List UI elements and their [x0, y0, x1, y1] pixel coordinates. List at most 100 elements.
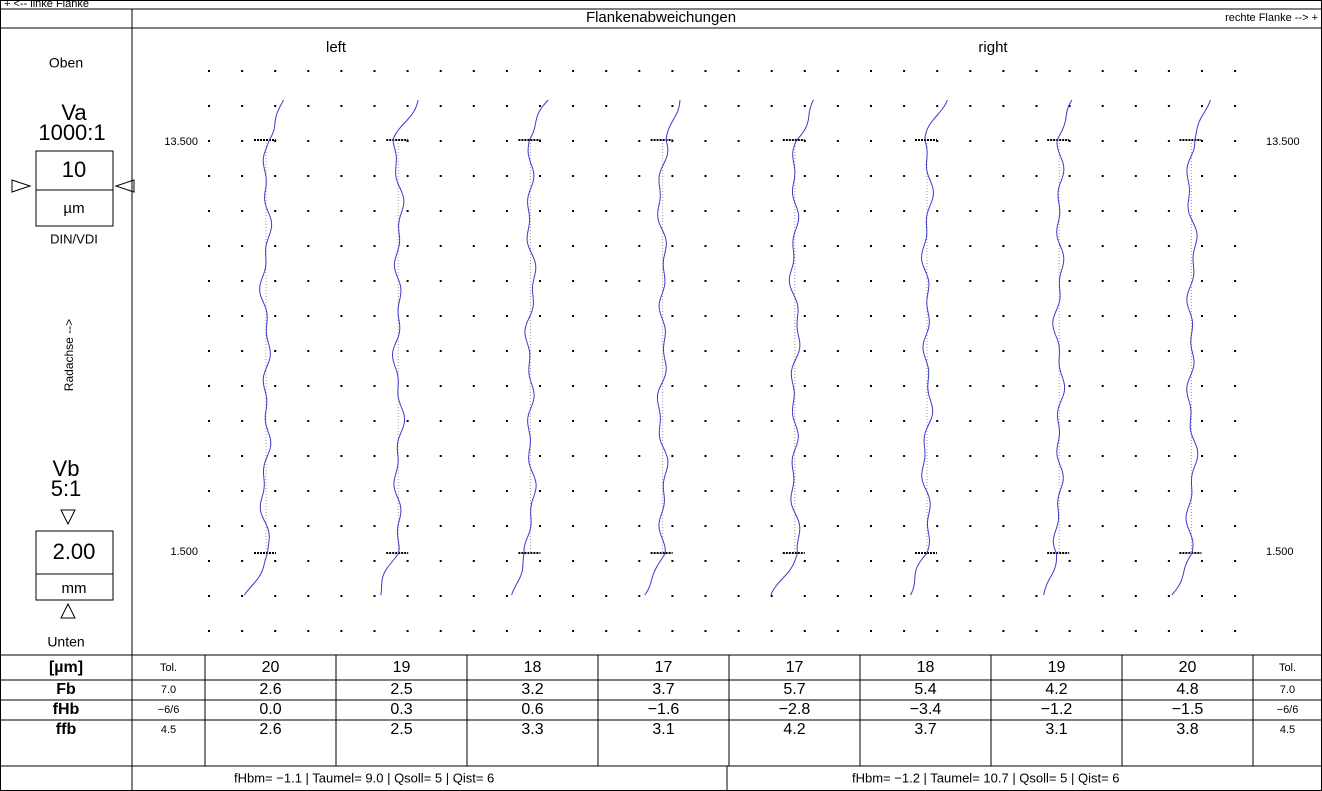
grid-dot [373, 455, 376, 457]
grid-dot [671, 105, 674, 107]
grid-dot [208, 245, 210, 247]
grid-dot [1002, 595, 1005, 597]
grid-dot [870, 280, 872, 282]
cell: −1.2 [1041, 701, 1073, 718]
grid-dot [969, 420, 972, 422]
va-ratio: 1000:1 [38, 120, 105, 145]
arrow [114, 179, 135, 193]
grid-dot [903, 455, 906, 457]
grid-dot [870, 420, 872, 422]
grid-dot [638, 560, 641, 562]
grid-dot [936, 175, 939, 177]
va-value: 10 [62, 157, 86, 182]
grid-dot [605, 350, 608, 352]
grid-dot [373, 350, 376, 352]
grid-dot [439, 140, 442, 142]
grid-dot [472, 490, 475, 492]
grid-dot [1035, 630, 1038, 632]
grid-dot [770, 420, 773, 422]
vb-ratio: 5:1 [51, 476, 82, 501]
grid-dot [1234, 140, 1237, 142]
grid-dot [439, 385, 442, 387]
flank-trace [243, 99, 285, 596]
grid-dot [1134, 245, 1137, 247]
grid-dot [1035, 315, 1038, 317]
grid-dot [1002, 70, 1005, 72]
grid-dot [539, 210, 541, 212]
grid-dot [406, 420, 409, 422]
cell: 3.3 [521, 721, 543, 738]
grid-dot [406, 595, 409, 597]
grid-dot [1035, 280, 1038, 282]
grid-dot [1035, 175, 1038, 177]
grid-dot [704, 630, 707, 632]
arrow [60, 509, 76, 526]
grid-dot [671, 385, 674, 387]
grid-dot [1101, 280, 1104, 282]
grid-dot [704, 210, 707, 212]
grid-dot [903, 105, 906, 107]
grid-dot [274, 105, 277, 107]
grid-dot [208, 560, 210, 562]
grid-dot [208, 315, 210, 317]
grid-dot [770, 210, 773, 212]
grid-dot [307, 70, 310, 72]
grid-dot [836, 245, 839, 247]
grid-dot [870, 350, 872, 352]
flank-trace [1171, 99, 1211, 596]
grid-dot [770, 315, 773, 317]
grid-dot [472, 105, 475, 107]
grid-dot [770, 245, 773, 247]
grid-dot [803, 350, 806, 352]
grid-dot [803, 280, 806, 282]
grid-dot [704, 315, 707, 317]
grid-dot [539, 420, 541, 422]
grid-dot [1101, 315, 1104, 317]
level-label: 13.500 [164, 136, 198, 148]
grid-dot [638, 490, 641, 492]
cell: 4.2 [1045, 681, 1067, 698]
grid-dot [439, 70, 442, 72]
cell: −3.4 [910, 701, 942, 718]
grid-dot [439, 595, 442, 597]
grid-dot [1201, 385, 1203, 387]
grid-dot [671, 630, 674, 632]
grid-dot [737, 210, 740, 212]
grid-dot [1234, 245, 1237, 247]
grid-dot [903, 630, 906, 632]
grid-dot [605, 420, 608, 422]
grid-dot [1101, 420, 1104, 422]
grid-dot [605, 210, 608, 212]
grid-dot [505, 630, 508, 632]
grid-dot [1167, 385, 1170, 387]
grid-dot [803, 595, 806, 597]
grid-dot [969, 140, 972, 142]
grid-dot [605, 595, 608, 597]
grid-dot [340, 560, 343, 562]
grid-dot [1068, 140, 1071, 142]
grid-dot [572, 420, 575, 422]
grid-dot [572, 385, 575, 387]
grid-dot [1068, 105, 1071, 107]
level-label: 13.500 [1266, 136, 1300, 148]
grid-dot [1167, 490, 1170, 492]
grid-dot [307, 315, 310, 317]
grid-dot [1068, 350, 1071, 352]
grid-dot [1101, 245, 1104, 247]
vb-value: 2.00 [53, 539, 96, 564]
grid-dot [307, 595, 310, 597]
grid-dot [737, 490, 740, 492]
cell: −6/6 [158, 704, 180, 716]
grid-dot [870, 525, 872, 527]
grid-dot [704, 175, 707, 177]
grid-dot [373, 630, 376, 632]
grid-dot [307, 175, 310, 177]
grid-dot [1201, 70, 1203, 72]
cell: −6/6 [1277, 704, 1299, 716]
grid-dot [1101, 630, 1104, 632]
grid-dot [472, 140, 475, 142]
cell: 3.8 [1176, 721, 1198, 738]
grid-dot [208, 490, 210, 492]
cell: 5.7 [783, 681, 805, 698]
grid-dot [1134, 525, 1137, 527]
